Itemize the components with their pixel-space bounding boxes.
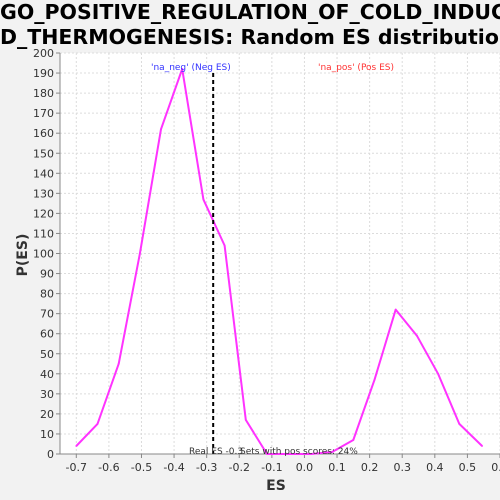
y-tick-label: 90 [40, 268, 54, 281]
data-point [373, 378, 376, 381]
series-layer [75, 68, 483, 455]
y-tick-label: 30 [40, 388, 54, 401]
y-tick-label: 40 [40, 368, 54, 381]
y-tick-label: 100 [33, 248, 54, 261]
data-point [223, 244, 226, 247]
data-point [458, 423, 461, 425]
x-tick-label: 0.5 [459, 461, 477, 474]
y-tick-label: 140 [33, 167, 54, 180]
y-tick-label: 130 [33, 187, 54, 200]
y-tick-label: 10 [40, 428, 54, 441]
grid-lines [60, 52, 500, 455]
data-point [437, 372, 439, 375]
series-line [75, 68, 483, 455]
data-point [181, 68, 184, 70]
chart-title: GO_POSITIVE_REGULATION_OF_COLD_INDUCE D_… [0, 0, 500, 50]
data-point [352, 439, 355, 441]
x-tick-label: 0.4 [426, 461, 444, 474]
y-tick-label: 160 [33, 127, 54, 140]
x-tick-label: 0.3 [393, 461, 411, 474]
tick-labels: 0 10 20 30 40 50 60 70 80 90 100 110 120 130 140 150 160… [33, 47, 500, 474]
x-tick-label: 0.6 [491, 461, 500, 474]
x-tick-label: 0.2 [361, 461, 379, 474]
data-point [331, 451, 334, 453]
pos-es-label: 'na_pos' (Pos ES) [318, 63, 394, 73]
x-tick-label: -0.7 [66, 461, 87, 474]
y-tick-label: 170 [33, 107, 54, 120]
x-axis-title: ES [266, 478, 286, 494]
data-point [266, 453, 268, 455]
data-point [138, 252, 141, 255]
y-tick-label: 20 [40, 408, 54, 421]
x-tick-label: -0.5 [131, 461, 152, 474]
y-tick-label: 190 [33, 67, 54, 80]
y-tick-label: 50 [40, 348, 54, 361]
data-point [96, 423, 99, 425]
annotations: 'na_neg' (Neg ES) 'na_pos' (Pos ES) Real E… [151, 63, 394, 457]
x-tick-label: -0.3 [196, 461, 217, 474]
sets-pos-scores-label: Sets with pos scores: 24% [240, 447, 358, 457]
data-point [394, 308, 397, 311]
data-point [202, 198, 205, 201]
y-tick-label: 120 [33, 207, 54, 220]
data-point [415, 334, 418, 337]
y-tick-label: 60 [40, 328, 54, 341]
neg-es-label: 'na_neg' (Neg ES) [151, 63, 231, 73]
x-tick-label: -0.4 [163, 461, 184, 474]
y-tick-label: 150 [33, 147, 54, 160]
x-tick-label: 0.0 [296, 461, 314, 474]
data-point [287, 453, 290, 455]
data-point [244, 419, 247, 421]
y-tick-label: 200 [33, 47, 54, 60]
chart-title-line-1: GO_POSITIVE_REGULATION_OF_COLD_INDUCE [0, 0, 500, 24]
data-point [481, 445, 483, 447]
x-tick-label: -0.6 [98, 461, 119, 474]
x-tick-label: -0.2 [229, 461, 250, 474]
y-axis-title: P(ES) [15, 234, 31, 277]
x-tick-label: -0.1 [261, 461, 282, 474]
y-tick-label: 180 [33, 87, 54, 100]
chart-title-line-2: D_THERMOGENESIS: Random ES distribution [0, 25, 500, 49]
y-tick-label: 70 [40, 308, 54, 321]
y-tick-label: 0 [47, 448, 54, 461]
y-tick-label: 80 [40, 288, 54, 301]
y-tick-label: 110 [33, 227, 54, 240]
x-tick-label: 0.1 [328, 461, 346, 474]
data-point [75, 445, 78, 447]
real-es-value-label: Real ES -0.3 [189, 447, 243, 457]
data-point [160, 128, 162, 131]
data-point [117, 362, 120, 365]
data-point [310, 453, 312, 455]
